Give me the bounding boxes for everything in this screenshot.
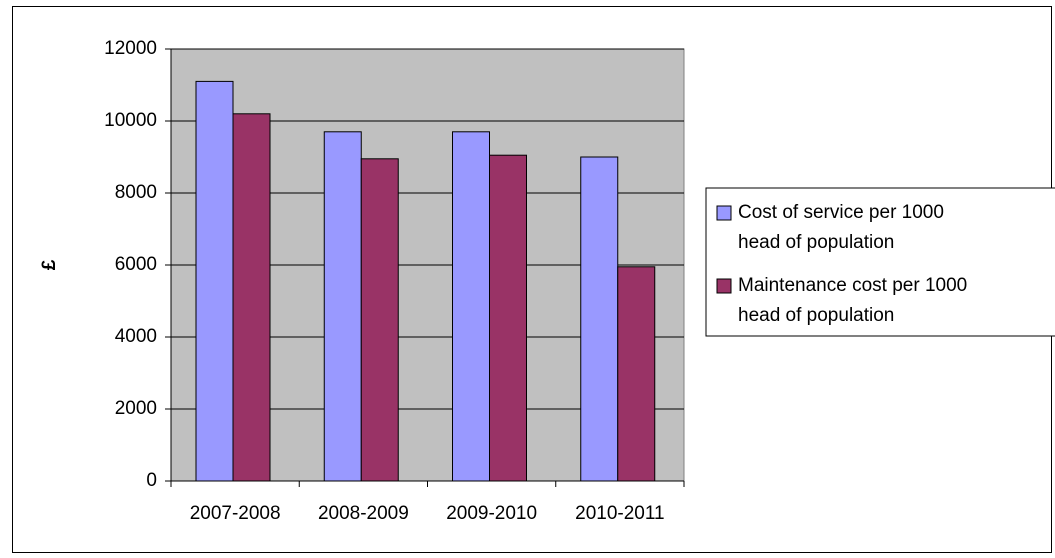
y-tick-label: 4000 bbox=[115, 326, 157, 347]
bar-cost-of-service bbox=[580, 156, 619, 482]
y-axis-label: £ bbox=[39, 259, 60, 270]
legend: Cost of service per 1000 head of populati… bbox=[705, 187, 1055, 337]
y-tick-label: 6000 bbox=[115, 254, 157, 275]
bar-maintenance-cost bbox=[617, 266, 656, 482]
y-tick-label: 10000 bbox=[104, 110, 157, 131]
y-tick-label: 2000 bbox=[115, 398, 157, 419]
legend-swatch bbox=[716, 205, 732, 221]
bars bbox=[195, 80, 656, 482]
bar-maintenance-cost bbox=[232, 113, 271, 482]
bar-maintenance-cost bbox=[360, 158, 399, 482]
legend-label: head of population bbox=[738, 232, 894, 253]
legend-label: Cost of service per 1000 bbox=[738, 202, 944, 223]
y-tick-label: 12000 bbox=[104, 38, 157, 59]
legend-box bbox=[705, 187, 1055, 337]
axes: 0 2000 4000 6000 8000 10000 12000 2007-2008 2008… bbox=[104, 38, 685, 524]
bar-cost-of-service bbox=[323, 131, 362, 482]
bar-cost-of-service bbox=[452, 131, 490, 482]
bar-maintenance-cost bbox=[489, 154, 527, 482]
x-tick-label: 2009-2010 bbox=[446, 503, 537, 524]
y-tick-label: 0 bbox=[146, 470, 157, 491]
legend-label: Maintenance cost per 1000 bbox=[738, 275, 967, 296]
legend-label: head of population bbox=[738, 305, 894, 326]
x-tick-label: 2007-2008 bbox=[190, 503, 281, 524]
legend-swatch bbox=[716, 278, 732, 294]
x-tick-label: 2008-2009 bbox=[318, 503, 409, 524]
x-tick-label: 2010-2011 bbox=[575, 503, 664, 524]
y-tick-label: 8000 bbox=[115, 182, 157, 203]
bar-cost-of-service bbox=[195, 80, 234, 482]
